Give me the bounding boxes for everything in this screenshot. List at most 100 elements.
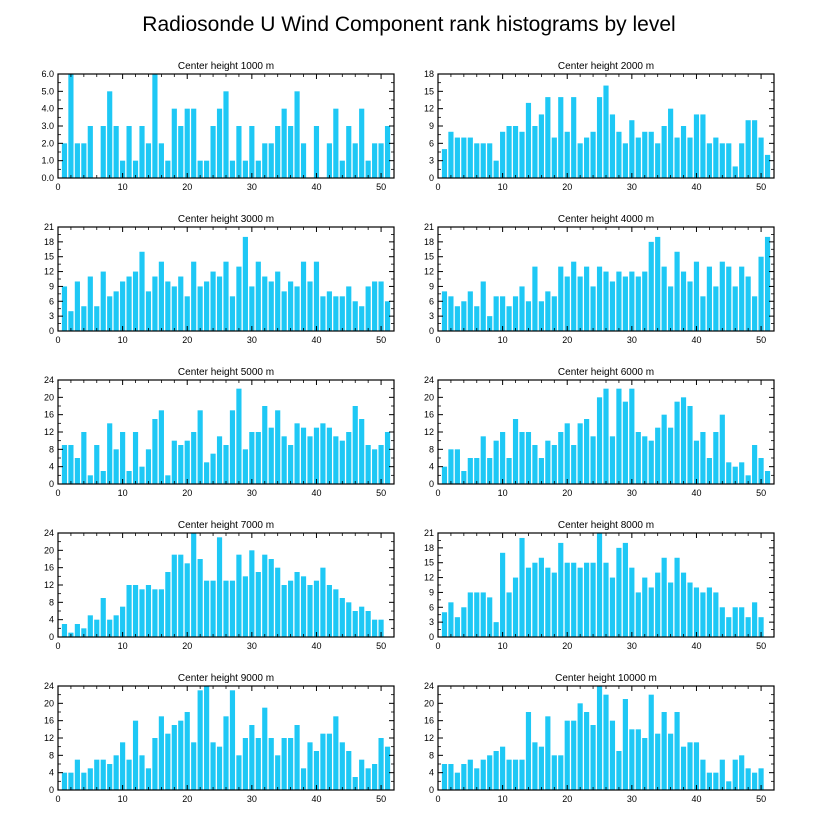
bar	[139, 466, 145, 484]
bar	[758, 768, 764, 790]
bar	[61, 143, 68, 178]
bar	[346, 286, 352, 331]
y-tick-label: 4.0	[41, 104, 54, 114]
bar	[732, 466, 738, 484]
bar	[519, 759, 525, 790]
bar	[68, 445, 74, 484]
x-tick-label: 40	[311, 488, 321, 498]
y-tick-label: 21	[424, 222, 434, 232]
bar	[680, 746, 687, 790]
bar	[359, 306, 365, 331]
bar	[603, 85, 609, 178]
bar	[512, 126, 519, 178]
bar	[713, 286, 719, 331]
bar	[300, 261, 307, 331]
bar	[120, 281, 126, 331]
bar	[346, 602, 352, 637]
x-tick-label: 0	[435, 182, 440, 192]
bar	[242, 576, 248, 637]
bar	[693, 587, 700, 637]
bar	[732, 286, 738, 331]
y-tick-label: 12	[424, 104, 434, 114]
bar	[752, 772, 758, 790]
bar	[313, 751, 320, 790]
bar	[706, 143, 712, 178]
bar	[551, 137, 557, 178]
bar	[609, 720, 616, 790]
bar	[158, 143, 164, 178]
bar	[609, 577, 616, 637]
bar	[648, 131, 654, 178]
bar	[545, 440, 551, 484]
y-tick-label: 4	[429, 462, 434, 472]
bar	[236, 126, 242, 178]
bar	[126, 585, 132, 637]
bar	[467, 759, 473, 790]
bar	[668, 108, 674, 178]
bar	[713, 432, 719, 484]
bar	[145, 291, 152, 331]
bar	[668, 427, 674, 484]
bar	[584, 137, 590, 178]
y-tick-label: 12	[44, 267, 54, 277]
bar	[132, 720, 139, 790]
bar	[223, 91, 229, 178]
bar	[139, 251, 145, 331]
bar	[732, 607, 738, 637]
x-tick-label: 10	[498, 335, 508, 345]
bar	[590, 436, 596, 484]
bar	[352, 143, 358, 178]
x-tick-label: 50	[376, 794, 386, 804]
x-tick-label: 50	[376, 488, 386, 498]
bars	[61, 74, 391, 178]
bar	[441, 291, 448, 331]
bar	[693, 440, 700, 484]
bar	[635, 276, 641, 331]
bar	[171, 725, 177, 790]
bar	[100, 126, 106, 178]
bar	[384, 746, 391, 790]
bar	[441, 466, 448, 484]
y-tick-label: 6.0	[41, 69, 54, 79]
bar	[480, 143, 486, 178]
bar	[68, 74, 74, 178]
y-tick-label: 15	[424, 558, 434, 568]
bar	[648, 587, 654, 637]
bar	[313, 261, 320, 331]
bar	[726, 266, 732, 331]
bar	[493, 296, 499, 331]
x-tick-label: 20	[182, 182, 192, 192]
x-tick-label: 30	[247, 794, 257, 804]
bar	[107, 764, 113, 790]
bar	[68, 311, 74, 331]
bar	[661, 414, 667, 484]
bar	[758, 256, 764, 331]
bar	[545, 97, 551, 178]
bar	[642, 577, 648, 637]
y-tick-label: 3.0	[41, 121, 54, 131]
panel-title: Center height 7000 m	[178, 520, 274, 531]
bar	[107, 423, 113, 484]
bar	[365, 160, 371, 178]
bar	[500, 131, 506, 178]
y-tick-label: 0	[49, 785, 54, 795]
ticks: 0 10 20 30 40 50 0 3 6 9 12 15 18	[424, 69, 775, 192]
bar	[680, 397, 687, 484]
figure-title: Radiosonde U Wind Component rank histogr…	[142, 13, 675, 36]
y-tick-label: 4	[429, 768, 434, 778]
bar	[648, 694, 654, 790]
bar	[365, 768, 371, 790]
bar	[590, 562, 596, 637]
x-tick-label: 30	[247, 182, 257, 192]
bar	[359, 419, 365, 484]
bar	[441, 149, 448, 178]
y-tick-label: 8	[49, 444, 54, 454]
bar	[668, 582, 674, 637]
bar	[661, 712, 667, 790]
bar	[132, 585, 139, 637]
bar	[680, 126, 687, 178]
bar	[558, 266, 564, 331]
bar	[525, 712, 532, 790]
bar	[372, 764, 378, 790]
